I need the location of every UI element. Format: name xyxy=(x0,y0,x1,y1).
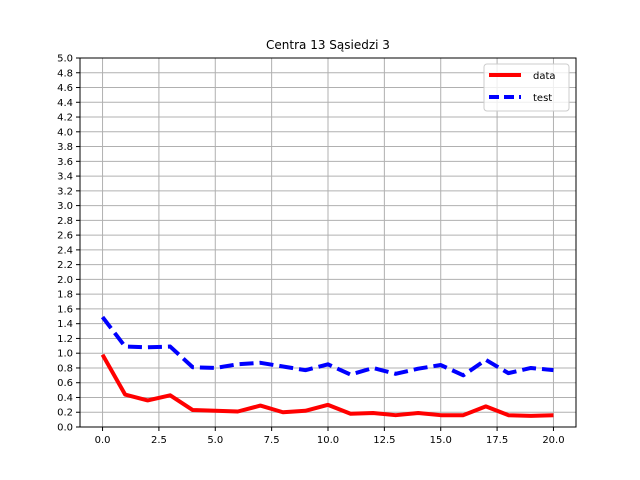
x-tick-label: 17.5 xyxy=(486,435,508,446)
y-tick-label: 3.6 xyxy=(57,157,73,168)
y-tick-label: 3.4 xyxy=(57,172,73,183)
x-tick-label: 2.5 xyxy=(151,435,167,446)
y-tick-label: 0.0 xyxy=(57,423,73,434)
y-tick-label: 4.6 xyxy=(57,83,73,94)
y-tick-label: 5.0 xyxy=(57,54,73,65)
legend-label-data: data xyxy=(533,71,556,82)
y-tick-label: 0.2 xyxy=(57,408,73,419)
x-tick-label: 15.0 xyxy=(430,435,452,446)
series-lines xyxy=(100,315,554,418)
y-tick-label: 1.4 xyxy=(57,319,73,330)
y-tick-label: 4.8 xyxy=(57,68,73,79)
x-tick-label: 10.0 xyxy=(317,435,339,446)
x-tick-label: 7.5 xyxy=(264,435,280,446)
y-tick-label: 2.6 xyxy=(57,231,73,242)
axis-ticks: 0.0 2.5 5.0 7.5 10.0 12.5 15.0 17.5 20.0 0.0 0.2 0.… xyxy=(57,54,564,447)
y-tick-label: 4.4 xyxy=(57,98,73,109)
y-tick-label: 1.6 xyxy=(57,304,73,315)
y-tick-label: 4.0 xyxy=(57,127,73,138)
x-tick-label: 20.0 xyxy=(542,435,564,446)
y-tick-label: 2.0 xyxy=(57,275,73,286)
y-tick-label: 3.0 xyxy=(57,201,73,212)
x-tick-label: 0.0 xyxy=(95,435,111,446)
series-line-data xyxy=(100,353,554,418)
y-tick-label: 3.8 xyxy=(57,142,73,153)
legend-box xyxy=(483,63,570,112)
y-tick-label: 0.4 xyxy=(57,393,73,404)
legend: data test xyxy=(483,63,570,112)
y-tick-label: 0.6 xyxy=(57,378,73,389)
chart-title: Centra 13 Sąsiedzi 3 xyxy=(266,38,390,52)
y-tick-label: 2.2 xyxy=(57,260,73,271)
y-tick-label: 2.4 xyxy=(57,245,73,256)
y-tick-label: 0.8 xyxy=(57,363,73,374)
series-line-test xyxy=(100,315,554,378)
x-tick-label: 12.5 xyxy=(373,435,395,446)
legend-label-test: test xyxy=(533,93,552,104)
y-tick-label: 4.2 xyxy=(57,113,73,124)
x-tick-label: 5.0 xyxy=(207,435,223,446)
y-tick-label: 1.2 xyxy=(57,334,73,345)
y-tick-label: 1.8 xyxy=(57,290,73,301)
y-tick-label: 2.8 xyxy=(57,216,73,227)
y-tick-label: 1.0 xyxy=(57,349,73,360)
y-tick-label: 3.2 xyxy=(57,186,73,197)
